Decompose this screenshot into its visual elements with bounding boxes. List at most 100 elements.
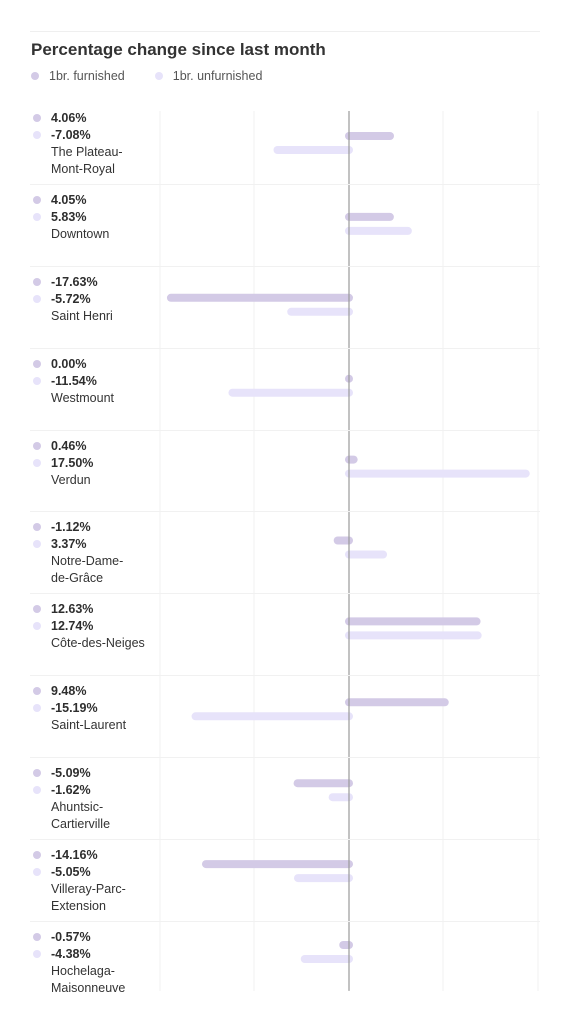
unfurnished-value-text: -4.38%	[51, 946, 91, 961]
furnished-value-text: 0.00%	[51, 356, 87, 371]
neighbourhood-row: -0.57% -4.38% Hochelaga- Maisonneuve	[30, 922, 540, 1003]
furnished-value: -0.57%	[33, 929, 91, 946]
furnished-value: 9.48%	[33, 683, 87, 700]
furnished-dot	[33, 277, 41, 286]
unfurnished-value: -1.62%	[33, 782, 91, 799]
neighbourhood-name-line: Saint Henri	[51, 308, 113, 323]
furnished-value-text: 0.46%	[51, 438, 87, 453]
unfurnished-value-text: -1.62%	[51, 783, 91, 798]
furnished-value-text: 9.48%	[51, 684, 87, 699]
legend-furnished-dot	[31, 72, 39, 80]
bar-furnished	[345, 617, 481, 626]
furnished-dot	[33, 769, 41, 778]
neighbourhood-name-line: Ahuntsic-	[51, 800, 104, 815]
bar-unfurnished	[300, 955, 353, 963]
neighbourhood-name: Saint Henri	[51, 308, 161, 325]
neighbourhood-name-line: Extension	[51, 899, 106, 914]
neighbourhood-name: Villeray-Parc- Extension	[51, 881, 161, 915]
furnished-dot	[33, 523, 41, 532]
bar-unfurnished	[345, 550, 388, 559]
furnished-value: 0.00%	[33, 356, 87, 373]
furnished-value: -14.16%	[33, 847, 98, 864]
unfurnished-value: 17.50%	[33, 455, 94, 472]
neighbourhood-name-line: de-Grâce	[51, 571, 104, 586]
unfurnished-value-text: -11.54%	[51, 373, 97, 388]
furnished-value-text: 12.63%	[51, 602, 94, 617]
neighbourhood-name: The Plateau- Mont-Royal	[51, 144, 161, 178]
furnished-value: 4.06%	[33, 110, 87, 127]
unfurnished-dot	[33, 376, 41, 385]
unfurnished-value-text: 3.37%	[51, 537, 87, 552]
bar-unfurnished	[345, 226, 412, 235]
neighbourhood-name-line: The Plateau-	[51, 145, 123, 159]
unfurnished-value: 3.37%	[33, 536, 87, 553]
bar-plot-area	[159, 111, 539, 991]
bar-furnished	[293, 779, 353, 788]
bar-furnished	[166, 293, 353, 302]
neighbourhood-name: Côte-des-Neiges	[51, 635, 161, 652]
unfurnished-dot	[33, 704, 41, 713]
unfurnished-dot	[33, 294, 41, 303]
bar-unfurnished	[293, 874, 353, 883]
legend-unfurnished-dot	[154, 72, 163, 80]
bar-unfurnished	[191, 712, 353, 721]
neighbourhood-name: Saint-Laurent	[51, 717, 161, 734]
unfurnished-value: -4.38%	[33, 946, 91, 963]
unfurnished-value: -7.08%	[33, 127, 91, 144]
furnished-value: -5.09%	[33, 765, 91, 782]
neighbourhood-name-line: Maisonneuve	[51, 980, 126, 995]
neighbourhood-name: Ahuntsic- Cartierville	[51, 799, 161, 833]
neighbourhood-row: -1.12% 3.37% Notre-Dame-de-Grâce	[30, 512, 540, 595]
neighbourhood-row: 0.00% -11.54% Westmount	[30, 349, 540, 431]
neighbourhood-row: 12.63% 12.74% Côte-des-Neiges	[30, 594, 540, 677]
furnished-dot	[33, 359, 41, 368]
neighbourhood-name-line: Westmount	[51, 390, 114, 405]
unfurnished-value-text: 12.74%	[51, 619, 94, 634]
neighbourhood-row: 0.46% 17.50% Verdun	[30, 431, 540, 513]
furnished-value-text: 4.06%	[51, 111, 87, 125]
bar-furnished	[201, 860, 353, 869]
furnished-value-text: 4.05%	[51, 192, 87, 207]
chart-title: Percentage change since last month	[31, 40, 326, 59]
unfurnished-dot	[33, 786, 41, 795]
bar-unfurnished	[328, 793, 353, 802]
unfurnished-dot	[33, 868, 41, 877]
legend: 1br. furnished 1br. unfurnished	[31, 67, 292, 85]
bar-furnished	[345, 212, 394, 221]
neighbourhood-name-line: Downtown	[51, 226, 110, 241]
neighbourhood-name: Notre-Dame-de-Grâce	[51, 553, 161, 587]
unfurnished-value: -5.72%	[33, 291, 91, 308]
unfurnished-value: -5.05%	[33, 864, 91, 881]
unfurnished-value: -11.54%	[33, 373, 97, 390]
furnished-dot	[33, 851, 41, 860]
legend-unfurnished-label: 1br. unfurnished	[172, 69, 263, 83]
bar-unfurnished	[345, 631, 482, 640]
furnished-dot	[33, 441, 41, 450]
furnished-value-text: -1.12%	[51, 520, 91, 535]
bar-unfurnished	[345, 469, 530, 478]
furnished-dot	[33, 605, 41, 614]
neighbourhood-row: -5.09% -1.62% Ahuntsic- Cartierville	[30, 758, 540, 841]
neighbourhood-name-line: Hochelaga-	[51, 963, 115, 978]
unfurnished-value: -15.19%	[33, 700, 98, 717]
unfurnished-dot	[33, 540, 41, 549]
neighbourhood-row: 9.48% -15.19% Saint-Laurent	[30, 676, 540, 759]
furnished-value: 4.05%	[33, 192, 87, 209]
unfurnished-value-text: 17.50%	[51, 455, 94, 470]
neighbourhood-name-line: Cartierville	[51, 817, 111, 832]
neighbourhood-row: 4.05% 5.83% Downtown	[30, 185, 540, 267]
legend-item-unfurnished: 1br. unfurnished	[154, 69, 263, 83]
legend-furnished-label: 1br. furnished	[49, 69, 125, 83]
bar-furnished	[333, 536, 353, 545]
furnished-dot	[33, 932, 41, 941]
furnished-value: 12.63%	[33, 601, 94, 618]
unfurnished-value-text: -15.19%	[51, 701, 98, 716]
furnished-value-text: -14.16%	[51, 848, 98, 863]
neighbourhood-name: Verdun	[51, 472, 161, 489]
neighbourhood-name-line: Notre-Dame-	[51, 554, 124, 569]
neighbourhood-name-line: Saint-Laurent	[51, 718, 127, 733]
neighbourhood-name-line: Mont-Royal	[51, 162, 115, 176]
neighbourhood-name: Westmount	[51, 390, 161, 407]
neighbourhood-row: -14.16% -5.05% Villeray-Parc- Extension	[30, 840, 540, 922]
unfurnished-dot	[33, 622, 41, 631]
